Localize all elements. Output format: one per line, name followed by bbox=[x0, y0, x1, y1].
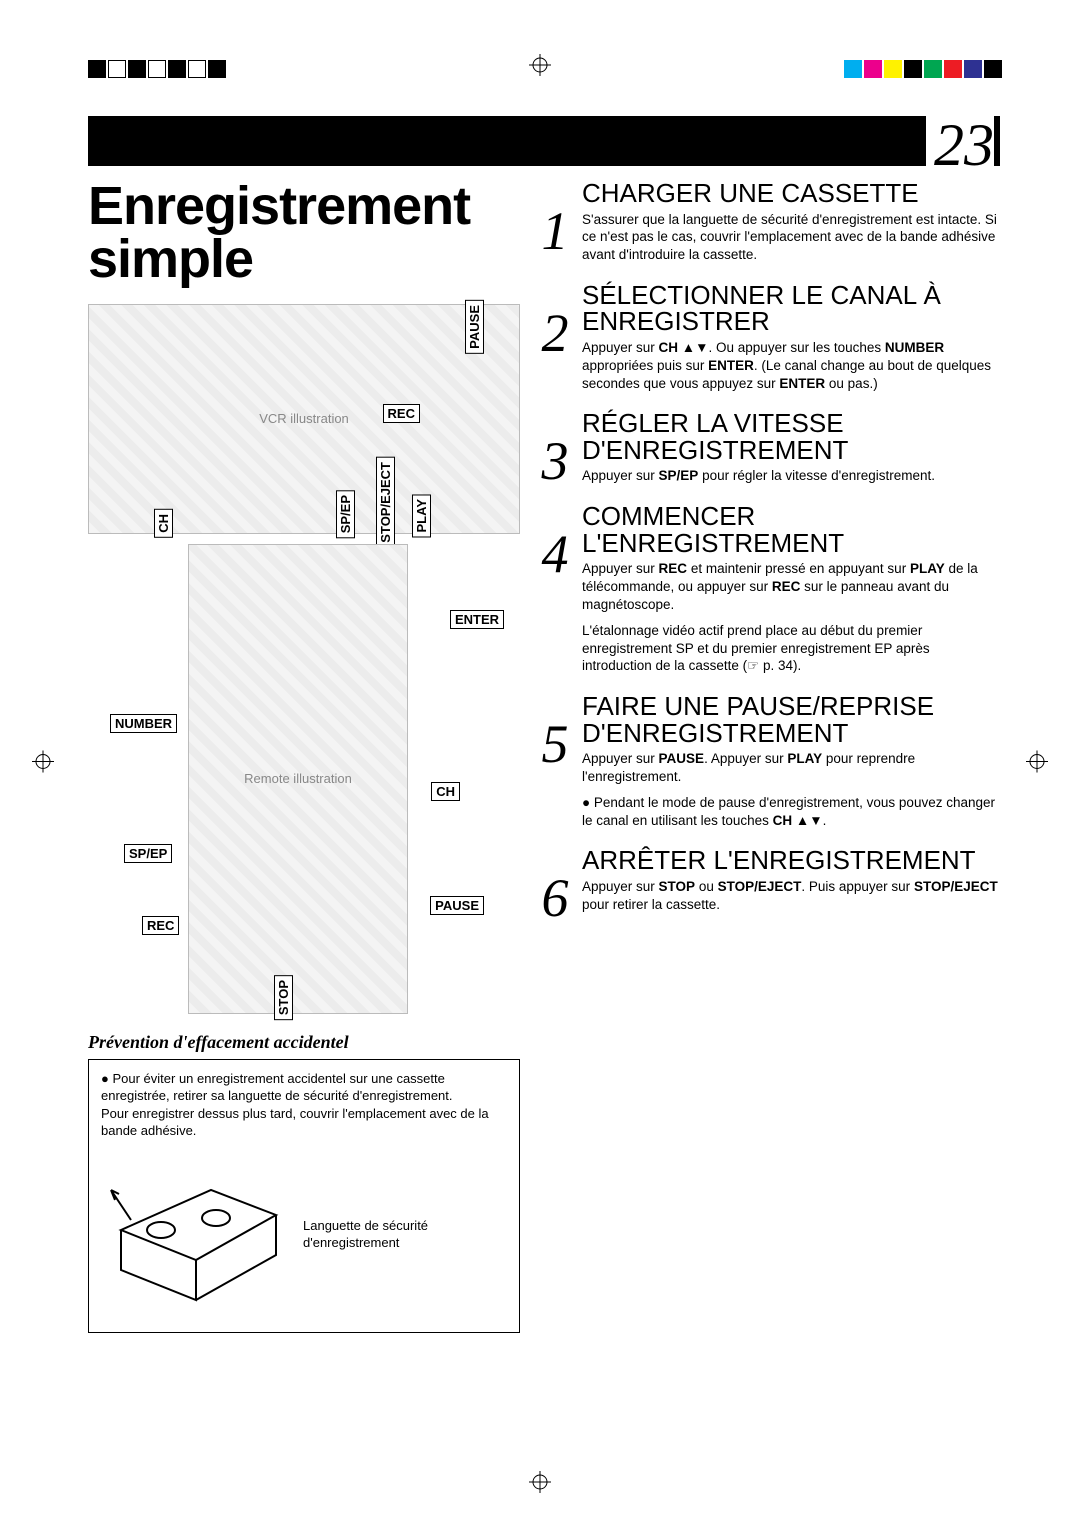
step-number: 6 bbox=[538, 877, 572, 920]
step-title: RÉGLER LA VITESSE D'ENREGISTREMENT bbox=[582, 410, 1000, 463]
callout-number: NUMBER bbox=[110, 714, 177, 733]
step-body: RÉGLER LA VITESSE D'ENREGISTREMENT Appuye… bbox=[582, 410, 1000, 485]
remote-diagram: Remote illustration ENTER NUMBER CH SP/E… bbox=[88, 544, 520, 1014]
title-line2: simple bbox=[88, 229, 253, 289]
step-3: 3RÉGLER LA VITESSE D'ENREGISTREMENT Appuy… bbox=[538, 410, 1000, 485]
callout-stop: STOP bbox=[274, 975, 293, 1020]
callout-rec: REC bbox=[383, 404, 420, 423]
step-number: 2 bbox=[538, 312, 572, 392]
step-bullet: Pendant le mode de pause d'enregistremen… bbox=[582, 794, 1000, 830]
step-number: 5 bbox=[538, 723, 572, 829]
step-2: 2SÉLECTIONNER LE CANAL À ENREGISTRERAppu… bbox=[538, 282, 1000, 392]
step-5: 5FAIRE UNE PAUSE/REPRISE D'ENREGISTREMEN… bbox=[538, 693, 1000, 829]
reg-square bbox=[168, 60, 186, 78]
reg-cross-right bbox=[1026, 751, 1048, 778]
reg-square bbox=[864, 60, 882, 78]
step-4: 4COMMENCER L'ENREGISTREMENTAppuyer sur R… bbox=[538, 503, 1000, 675]
reg-square bbox=[108, 60, 126, 78]
step-number: 4 bbox=[538, 533, 572, 675]
step-text: S'assurer que la languette de sécurité d… bbox=[582, 211, 1000, 264]
callout-spep: SP/EP bbox=[336, 490, 355, 538]
prevention-title: Prévention d'effacement accidentel bbox=[88, 1032, 520, 1053]
reg-cross-left bbox=[32, 751, 54, 778]
step-body: ARRÊTER L'ENREGISTREMENT Appuyer sur STOP… bbox=[582, 847, 1000, 920]
step-body: COMMENCER L'ENREGISTREMENTAppuyer sur RE… bbox=[582, 503, 1000, 675]
step-text: Appuyer sur CH ▲▼. Ou appuyer sur les to… bbox=[582, 339, 1000, 392]
step-title: CHARGER UNE CASSETTE bbox=[582, 180, 1000, 207]
cassette-caption: Languette de sécurité d'enregistrement bbox=[303, 1218, 453, 1252]
callout-spep: SP/EP bbox=[124, 844, 172, 863]
reg-right-squares bbox=[844, 60, 1002, 78]
remote-illustration: Remote illustration bbox=[188, 544, 408, 1014]
reg-square bbox=[944, 60, 962, 78]
callout-rec: REC bbox=[142, 916, 179, 935]
main-title: Enregistrement simple bbox=[88, 180, 520, 286]
reg-square bbox=[964, 60, 982, 78]
step-number: 3 bbox=[538, 440, 572, 485]
reg-square bbox=[128, 60, 146, 78]
step-title: ARRÊTER L'ENREGISTREMENT bbox=[582, 847, 1000, 874]
reg-square bbox=[188, 60, 206, 78]
reg-square bbox=[904, 60, 922, 78]
step-6: 6 ARRÊTER L'ENREGISTREMENT Appuyer sur STO… bbox=[538, 847, 1000, 920]
page-number: 23 bbox=[926, 111, 994, 180]
reg-square bbox=[884, 60, 902, 78]
step-title: SÉLECTIONNER LE CANAL À ENREGISTRER bbox=[582, 282, 1000, 335]
callout-pause: PAUSE bbox=[465, 300, 484, 354]
page: 23 Enregistrement simple VCR illustratio… bbox=[88, 116, 1000, 1333]
reg-square bbox=[208, 60, 226, 78]
header-band: 23 bbox=[88, 116, 1000, 166]
step-text: Appuyer sur STOP ou STOP/EJECT. Puis app… bbox=[582, 878, 1000, 914]
reg-cross-top bbox=[529, 54, 551, 81]
step-text: Appuyer sur SP/EP pour régler la vitesse… bbox=[582, 467, 1000, 485]
step-title: COMMENCER L'ENREGISTREMENT bbox=[582, 503, 1000, 556]
prevention-text2: Pour enregistrer dessus plus tard, couvr… bbox=[101, 1106, 489, 1139]
prevention-box: Pour éviter un enregistrement accidentel… bbox=[88, 1059, 520, 1333]
cassette-icon bbox=[101, 1160, 291, 1310]
prevention-text1: Pour éviter un enregistrement accidentel… bbox=[101, 1071, 453, 1104]
step-number: 1 bbox=[538, 210, 572, 264]
reg-square bbox=[844, 60, 862, 78]
callout-pause: PAUSE bbox=[430, 896, 484, 915]
left-column: Enregistrement simple VCR illustration P… bbox=[88, 180, 520, 1333]
cassette-figure: Languette de sécurité d'enregistrement bbox=[101, 1150, 507, 1320]
callout-enter: ENTER bbox=[450, 610, 504, 629]
prevention-bullet: Pour éviter un enregistrement accidentel… bbox=[101, 1070, 507, 1140]
callout-play: PLAY bbox=[412, 494, 431, 537]
vcr-diagram: VCR illustration PAUSE REC CH SP/EP STOP… bbox=[88, 304, 520, 534]
step-body: FAIRE UNE PAUSE/REPRISE D'ENREGISTREMENT… bbox=[582, 693, 1000, 829]
step-text: Appuyer sur PAUSE. Appuyer sur PLAY pour… bbox=[582, 750, 1000, 786]
step-title: FAIRE UNE PAUSE/REPRISE D'ENREGISTREMENT bbox=[582, 693, 1000, 746]
reg-square bbox=[984, 60, 1002, 78]
callout-ch: CH bbox=[154, 509, 173, 538]
title-line1: Enregistrement bbox=[88, 176, 470, 236]
right-column: 1 CHARGER UNE CASSETTE S'assurer que la la… bbox=[538, 180, 1000, 1333]
reg-left-squares bbox=[88, 60, 226, 78]
step-1: 1 CHARGER UNE CASSETTE S'assurer que la la… bbox=[538, 180, 1000, 264]
step-sub: L'étalonnage vidéo actif prend place au … bbox=[582, 622, 1000, 675]
vcr-illustration: VCR illustration bbox=[88, 304, 520, 534]
prevention-section: Prévention d'effacement accidentel Pour … bbox=[88, 1032, 520, 1333]
reg-square bbox=[148, 60, 166, 78]
step-body: SÉLECTIONNER LE CANAL À ENREGISTRERAppuy… bbox=[582, 282, 1000, 392]
step-body: CHARGER UNE CASSETTE S'assurer que la lan… bbox=[582, 180, 1000, 264]
callout-ch: CH bbox=[431, 782, 460, 801]
reg-cross-bottom bbox=[529, 1471, 551, 1498]
reg-square bbox=[88, 60, 106, 78]
callout-stopeject: STOP/EJECT bbox=[376, 457, 395, 548]
step-text: Appuyer sur REC et maintenir pressé en a… bbox=[582, 560, 1000, 613]
reg-square bbox=[924, 60, 942, 78]
